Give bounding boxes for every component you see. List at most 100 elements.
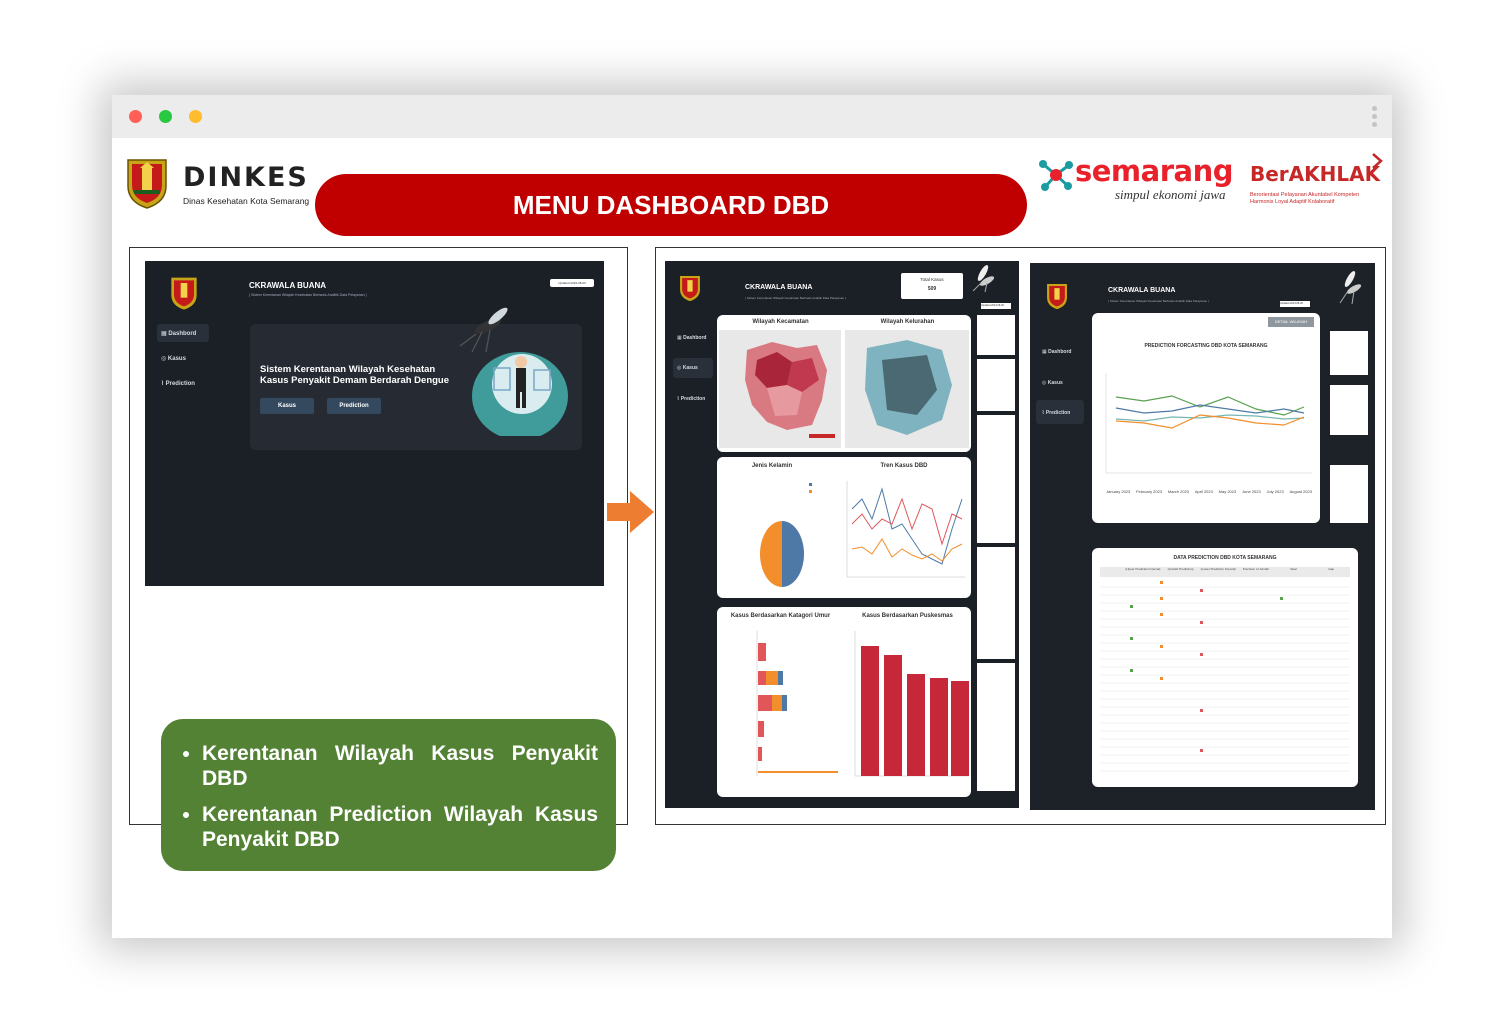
kasus-nav-dashboard[interactable]: ▦ Dashbord bbox=[677, 335, 707, 341]
dinkes-subtitle: Dinas Kesehatan Kota Semarang bbox=[183, 196, 310, 206]
hero-line2: Kasus Penyakit Demam Berdarah Dengue bbox=[260, 375, 450, 386]
home-subtitle: ( Sistem Kerentanan Wilayah Kesehatan Be… bbox=[249, 293, 367, 297]
close-window-button[interactable] bbox=[129, 110, 142, 123]
total-kasus-value: 509 bbox=[927, 286, 937, 292]
arrow-right-icon bbox=[607, 491, 654, 533]
prediction-status-badge: Updated 2023-08-06 bbox=[1280, 301, 1310, 307]
forecast-chart-title: PREDICTION FORCASTING DBD KOTA SEMARANG bbox=[1144, 343, 1268, 349]
filter-legend[interactable] bbox=[1330, 385, 1368, 435]
crest-icon bbox=[1047, 283, 1067, 310]
kasus-dashboard-screenshot: CKRAWALA BUANA ( Sistem Kerentanan Wilay… bbox=[665, 261, 1019, 808]
total-kasus-label: Total Kasus bbox=[920, 277, 944, 282]
maps-card: Wilayah Kecamatan Wilayah Kelurahan bbox=[717, 315, 971, 452]
filter-puskesmas[interactable] bbox=[977, 663, 1015, 791]
x-tick: March 2023 bbox=[1167, 489, 1190, 494]
kasus-status-badge: Updated 2023-08-06 bbox=[981, 303, 1011, 309]
x-tick: April 2023 bbox=[1194, 489, 1213, 494]
filter-kelurahan[interactable] bbox=[977, 547, 1015, 659]
prediction-button[interactable]: Prediction bbox=[327, 398, 381, 414]
home-title: CKRAWALA BUANA bbox=[249, 281, 327, 290]
feature-list-box: Kerentanan Wilayah Kasus Penyakit DBD Ke… bbox=[161, 719, 616, 871]
semarang-wordmark: semarang bbox=[1075, 154, 1234, 188]
age-title: Kasus Berdasarkan Katagori Umur bbox=[730, 613, 831, 619]
x-tick: May 2023 bbox=[1218, 489, 1237, 494]
col-header: (Lower Prediction Interval) bbox=[1200, 567, 1236, 571]
trend-title: Tren Kasus DBD bbox=[880, 463, 928, 469]
mosquito-illustration bbox=[459, 307, 568, 436]
col-header: (Upper Prediction Interval) bbox=[1125, 567, 1161, 571]
prediction-table-card: DATA PREDICTION DBD KOTA SEMARANG (Upper… bbox=[1092, 548, 1358, 787]
forecast-card: DETAIL WILAYAH PREDICTION FORCASTING DBD… bbox=[1092, 313, 1320, 523]
kasus-nav-dashboard-label: Dashbord bbox=[683, 335, 707, 341]
x-tick: July 2023 bbox=[1266, 489, 1284, 494]
prediction-dashboard-screenshot: CKRAWALA BUANA ( Sistem Kerentanan Wilay… bbox=[1030, 263, 1375, 810]
prediction-nav-dashboard[interactable]: ▦ Dashbord bbox=[1042, 349, 1072, 355]
x-tick: June 2023 bbox=[1242, 489, 1261, 494]
map-kecamatan-title: Wilayah Kecamatan bbox=[752, 319, 809, 325]
age-puskesmas-visual bbox=[756, 631, 969, 777]
mosquito-icon bbox=[972, 265, 995, 293]
dinkes-logo: DINKES Dinas Kesehatan Kota Semarang bbox=[126, 156, 309, 212]
col-header: Gap bbox=[1328, 567, 1335, 571]
molecule-icon bbox=[1039, 160, 1073, 191]
map-kelurahan-title: Wilayah Kelurahan bbox=[880, 319, 935, 325]
nav-prediction[interactable]: ⌇ Prediction bbox=[161, 381, 195, 387]
total-kasus-card: Total Kasus 509 bbox=[901, 273, 963, 299]
prediction-subtitle: ( Sistem Kerentanan Wilayah Kesehatan Be… bbox=[1108, 299, 1209, 303]
nav-dashboard[interactable]: ▦ Dashbord bbox=[161, 331, 197, 337]
maximize-window-button[interactable] bbox=[189, 110, 202, 123]
puskesmas-title: Kasus Berdasarkan Puskesmas bbox=[862, 613, 953, 619]
filter-kecamatan[interactable] bbox=[977, 415, 1015, 543]
nav-kasus-label: Kasus bbox=[167, 356, 186, 362]
col-header: (Jumlah Prediction) bbox=[1167, 567, 1194, 571]
semarang-tagline: simpul ekonomi jawa bbox=[1115, 187, 1226, 202]
feature-list: Kerentanan Wilayah Kasus Penyakit DBD Ke… bbox=[161, 719, 616, 852]
berakhlak-wordmark: BerAKHLAK bbox=[1250, 162, 1381, 186]
feature-item-2: Kerentanan Prediction Wilayah Kasus Peny… bbox=[202, 802, 598, 852]
age-puskesmas-card: Kasus Berdasarkan Katagori Umur Kasus Be… bbox=[717, 607, 971, 797]
filter-year[interactable] bbox=[1330, 331, 1368, 375]
maps-visual bbox=[719, 330, 969, 448]
minimize-window-button[interactable] bbox=[159, 110, 172, 123]
x-tick: January 2023 bbox=[1106, 489, 1131, 494]
prediction-nav-kasus[interactable]: ◎ Kasus bbox=[1042, 380, 1063, 386]
feature-item-1: Kerentanan Wilayah Kasus Penyakit DBD bbox=[202, 741, 598, 791]
kasus-nav-prediction-label: Prediction bbox=[680, 396, 706, 402]
filter-year[interactable] bbox=[977, 315, 1015, 355]
detail-wilayah-button[interactable]: DETAIL WILAYAH bbox=[1268, 317, 1314, 327]
mosquito-icon bbox=[1339, 271, 1362, 305]
page-title: MENU DASHBOARD DBD bbox=[315, 174, 1027, 236]
filter-legend-2[interactable] bbox=[1330, 465, 1368, 523]
semarang-logo: semarang simpul ekonomi jawa bbox=[1037, 154, 1237, 204]
prediction-nav-prediction-label: Prediction bbox=[1045, 410, 1071, 416]
kasus-nav-kasus[interactable]: ◎ Kasus bbox=[677, 365, 698, 371]
prediction-table-rows bbox=[1100, 581, 1350, 772]
prediction-table-header: (Upper Prediction Interval) (Jumlah Pred… bbox=[1100, 567, 1350, 577]
hero-card: Sistem Kerentanan Wilayah Kesehatan Kasu… bbox=[250, 307, 582, 450]
right-panel: CKRAWALA BUANA ( Sistem Kerentanan Wilay… bbox=[655, 247, 1386, 825]
nav-active-bg bbox=[157, 324, 209, 342]
nav-kasus[interactable]: ◎ Kasus bbox=[161, 356, 186, 362]
home-dashboard-screenshot: CKRAWALA BUANA ( Sistem Kerentanan Wilay… bbox=[145, 261, 604, 586]
kasus-subtitle: ( Sistem Kerentanan Wilayah Kesehatan Be… bbox=[745, 296, 846, 300]
kebab-icon[interactable] bbox=[1372, 106, 1378, 128]
status-badge: Updated 2023-08-06 bbox=[550, 279, 594, 287]
kasus-nav-prediction[interactable]: ⌇ Prediction bbox=[677, 396, 706, 402]
slide-content: DINKES Dinas Kesehatan Kota Semarang MEN… bbox=[112, 138, 1392, 938]
kasus-button[interactable]: Kasus bbox=[260, 398, 314, 414]
kasus-title: CKRAWALA BUANA bbox=[745, 284, 813, 291]
gender-title: Jenis Kelamin bbox=[751, 463, 793, 469]
dinkes-wordmark: DINKES bbox=[183, 162, 309, 193]
nav-active-bg bbox=[673, 358, 713, 378]
prediction-table-title: DATA PREDICTION DBD KOTA SEMARANG bbox=[1173, 555, 1277, 561]
forecast-x-axis: January 2023 February 2023 March 2023 Ap… bbox=[1106, 489, 1312, 494]
browser-window: DINKES Dinas Kesehatan Kota Semarang MEN… bbox=[112, 95, 1392, 938]
filter-age[interactable] bbox=[977, 359, 1015, 411]
gender-trend-visual bbox=[760, 481, 965, 587]
prediction-nav-dashboard-label: Dashbord bbox=[1048, 349, 1072, 355]
prediction-nav-kasus-label: Kasus bbox=[1047, 380, 1063, 386]
chevron-right-icon bbox=[1372, 153, 1383, 169]
prediction-nav-prediction[interactable]: ⌇ Prediction bbox=[1042, 410, 1071, 416]
hero-line1: Sistem Kerentanan Wilayah Kesehatan bbox=[260, 364, 436, 375]
col-header: Real bbox=[1290, 567, 1297, 571]
